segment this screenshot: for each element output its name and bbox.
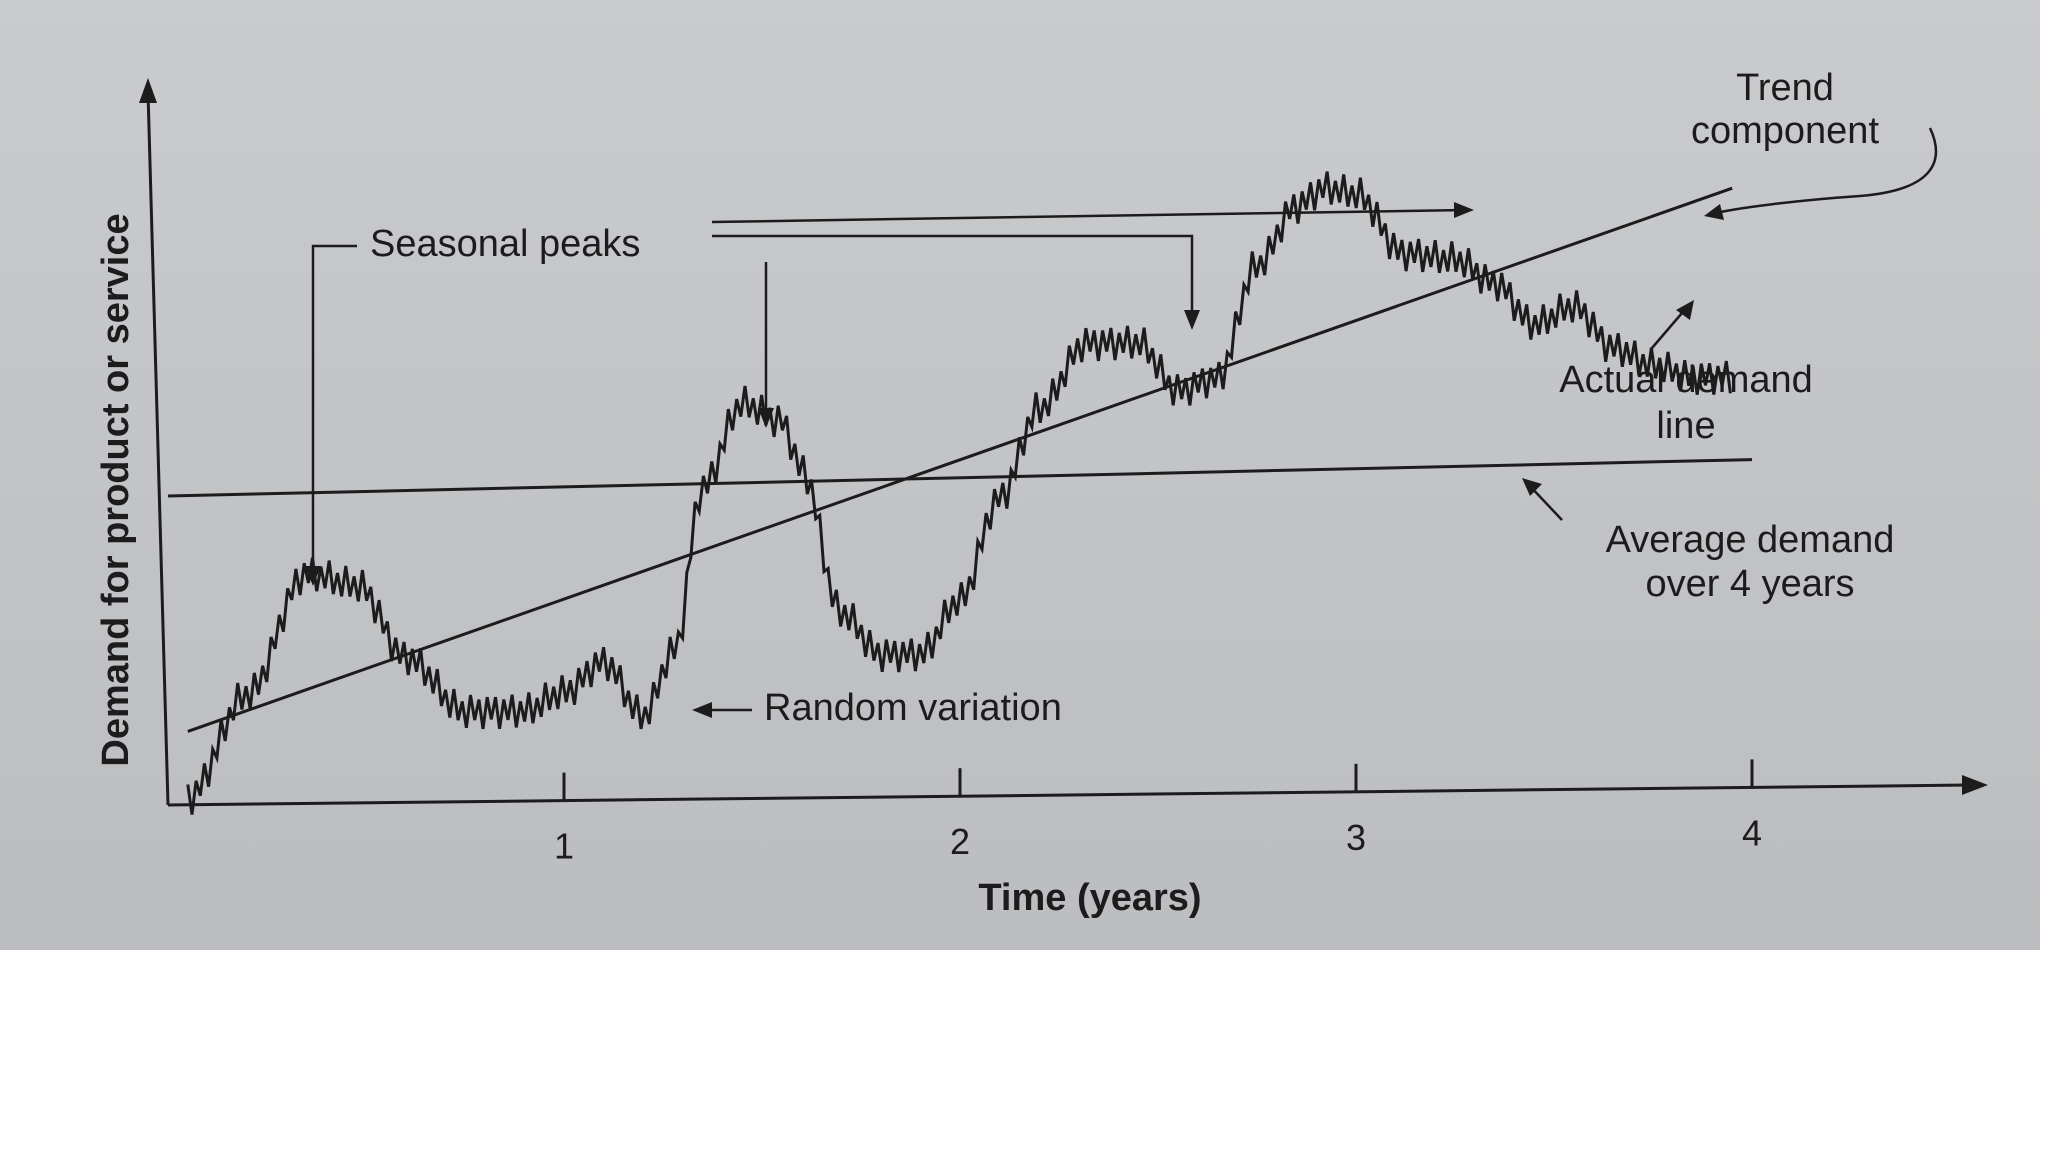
arrowhead-8 xyxy=(1522,478,1542,496)
arrowhead-5 xyxy=(692,702,712,718)
chart: 1 2 3 4 Seasonal peaks Random variation Tre… xyxy=(95,67,1988,919)
random-variation-label: Random variation xyxy=(764,687,1062,729)
average-demand-label-1: Average demand xyxy=(1606,519,1895,561)
x-tick-label-1: 1 xyxy=(554,826,574,867)
actual-demand-label-2: line xyxy=(1656,405,1715,447)
x-axis-title: Time (years) xyxy=(978,877,1201,919)
seasonal-peak-arrow-4 xyxy=(711,208,1467,224)
seasonal-peak-arrow-3 xyxy=(712,234,1194,322)
y-axis-title: Demand for product or service xyxy=(95,213,137,766)
trend-component-label-1: Trend xyxy=(1736,67,1834,109)
average-demand-line xyxy=(167,458,1753,498)
y-axis xyxy=(146,91,170,806)
x-axis-arrow xyxy=(1962,775,1988,795)
y-axis-arrow xyxy=(139,78,157,103)
trend-component-line xyxy=(187,186,1733,733)
arrowhead-4 xyxy=(1454,202,1474,218)
arrowhead-3 xyxy=(1184,310,1200,330)
x-ticks: 1 2 3 4 xyxy=(554,759,1762,867)
arrowhead-6 xyxy=(1704,204,1724,220)
arrowhead-1 xyxy=(305,566,321,586)
x-axis xyxy=(167,783,1969,807)
x-tick-label-3: 3 xyxy=(1346,817,1366,858)
seasonal-peaks-label: Seasonal peaks xyxy=(370,223,640,265)
actual-demand-label-1: Actual demand xyxy=(1559,359,1813,401)
arrowhead-2 xyxy=(758,408,774,428)
trend-component-arrow xyxy=(1711,127,1938,216)
x-tick-label-2: 2 xyxy=(950,821,970,862)
x-tick-label-4: 4 xyxy=(1742,812,1762,853)
arrowhead-7 xyxy=(1676,300,1694,320)
trend-component-label-2: component xyxy=(1691,110,1879,152)
seasonal-peak-arrow-1 xyxy=(311,244,357,580)
average-demand-label-2: over 4 years xyxy=(1645,563,1854,605)
annotation-arrowheads xyxy=(305,202,1724,718)
actual-demand-line xyxy=(186,171,1732,815)
